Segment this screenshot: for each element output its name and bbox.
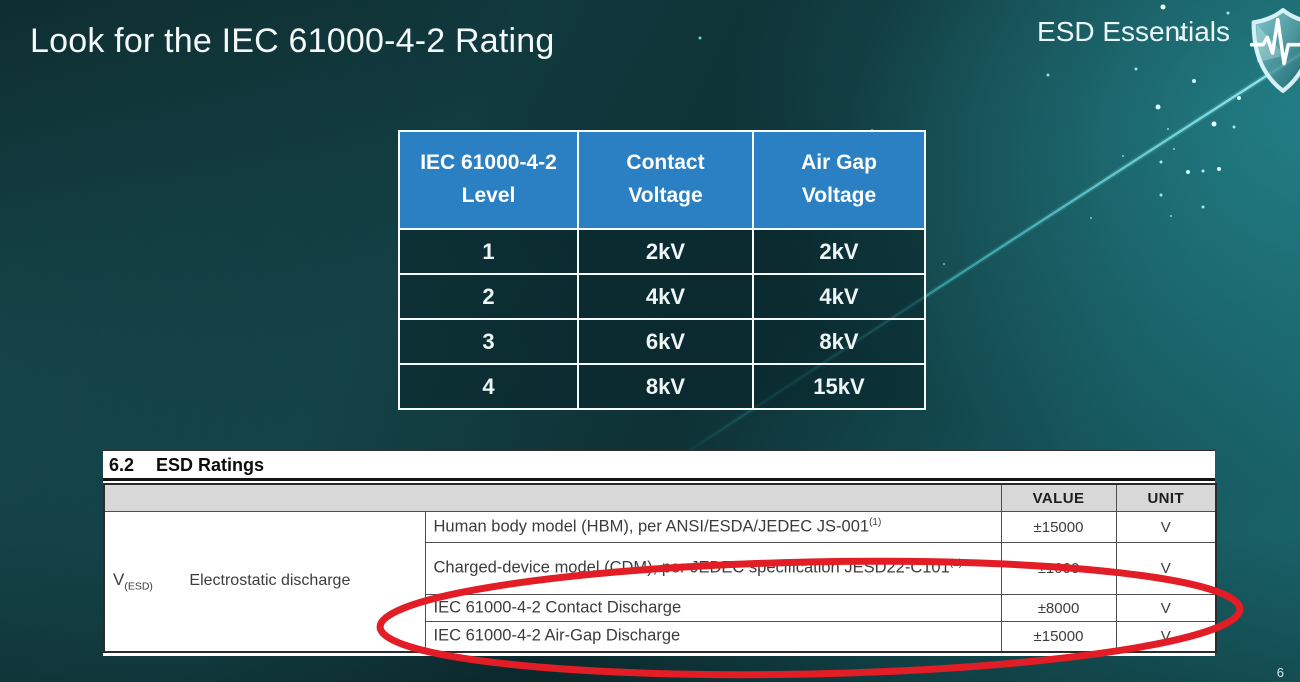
level-cell: 1	[398, 228, 579, 275]
contact-voltage-cell: 4kV	[577, 273, 754, 320]
datasheet-panel: 6.2 ESD Ratings VALUE UNIT V(ESD) Electro…	[103, 450, 1217, 656]
star-field	[0, 0, 2, 2]
header-line: Voltage	[628, 184, 703, 207]
column-header-contact: Contact Voltage	[577, 130, 754, 230]
datasheet-section-heading: 6.2 ESD Ratings	[103, 451, 1215, 481]
column-header-level: IEC 61000-4-2 Level	[398, 130, 579, 230]
condition-text: IEC 61000-4-2 Contact Discharge	[433, 598, 682, 617]
header-line: Voltage	[801, 184, 877, 207]
table-row: 1 2kV 2kV	[398, 228, 926, 275]
header-line: Level	[461, 184, 516, 207]
table-row: 4 8kV 15kV	[398, 363, 926, 410]
page-number: 6	[1276, 665, 1284, 680]
airgap-voltage-cell: 15kV	[752, 363, 926, 410]
table-row: 3 6kV 8kV	[398, 318, 926, 365]
parameter-name: Electrostatic discharge	[189, 572, 351, 590]
level-cell: 3	[398, 318, 579, 365]
contact-voltage-cell: 6kV	[577, 318, 754, 365]
airgap-voltage-cell: 2kV	[752, 228, 926, 275]
column-header-airgap: Air Gap Voltage	[752, 130, 926, 230]
footnote-ref: (2)	[949, 558, 963, 570]
header-line: Air Gap	[801, 151, 877, 175]
value-cell: ±15000	[1000, 511, 1117, 543]
test-condition-cell: Charged-device model (CDM), per JEDEC sp…	[424, 542, 1002, 595]
value-cell: ±1000	[1000, 542, 1117, 595]
test-condition-cell: IEC 61000-4-2 Contact Discharge	[424, 594, 1002, 622]
footnote-ref: (1)	[869, 516, 882, 528]
symbol-subscript: (ESD)	[124, 580, 153, 593]
parameter-cell: V(ESD) Electrostatic discharge	[103, 511, 426, 652]
datasheet-header-row: VALUE UNIT	[103, 483, 1217, 512]
condition-text: IEC 61000-4-2 Air-Gap Discharge	[433, 626, 681, 645]
header-line: IEC 61000-4-2	[420, 151, 557, 175]
rating-header-row: IEC 61000-4-2 Level Contact Voltage Air …	[398, 130, 926, 230]
test-condition-cell: Human body model (HBM), per ANSI/ESDA/JE…	[424, 511, 1002, 543]
airgap-voltage-cell: 4kV	[752, 273, 926, 320]
table-row: V(ESD) Electrostatic discharge Human bod…	[103, 511, 1217, 652]
value-cell: ±15000	[1000, 621, 1117, 652]
table-row: 2 4kV 4kV	[398, 273, 926, 320]
parameter-symbol: V(ESD)	[113, 570, 153, 593]
condition-text: Charged-device model (CDM), per JEDEC sp…	[433, 558, 950, 577]
unit-cell: V	[1115, 511, 1217, 543]
brand-name: ESD Essentials	[1037, 16, 1230, 47]
unit-cell: V	[1115, 542, 1217, 595]
test-condition-cell: IEC 61000-4-2 Air-Gap Discharge	[424, 621, 1002, 652]
shield-pulse-icon	[1249, 8, 1300, 93]
slide-title: Look for the IEC 61000-4-2 Rating	[30, 22, 555, 60]
contact-voltage-cell: 8kV	[577, 363, 754, 410]
section-number: 6.2	[109, 455, 135, 475]
condition-text: Human body model (HBM), per ANSI/ESDA/JE…	[433, 517, 870, 536]
empty-header-cell	[103, 483, 1002, 512]
unit-cell: V	[1115, 621, 1217, 652]
level-cell: 2	[398, 273, 579, 320]
level-cell: 4	[398, 363, 579, 410]
contact-voltage-cell: 2kV	[577, 228, 754, 275]
section-title: ESD Ratings	[156, 455, 265, 475]
iec-rating-table: IEC 61000-4-2 Level Contact Voltage Air …	[398, 130, 926, 410]
symbol-main: V	[113, 570, 125, 590]
value-column-header: VALUE	[1000, 483, 1117, 512]
unit-cell: V	[1115, 594, 1217, 622]
value-cell: ±8000	[1000, 594, 1117, 622]
esd-ratings-table: VALUE UNIT V(ESD) Electrostatic discharg…	[103, 483, 1217, 653]
header-line: Contact	[626, 151, 705, 175]
unit-column-header: UNIT	[1115, 483, 1217, 512]
airgap-voltage-cell: 8kV	[752, 318, 926, 365]
